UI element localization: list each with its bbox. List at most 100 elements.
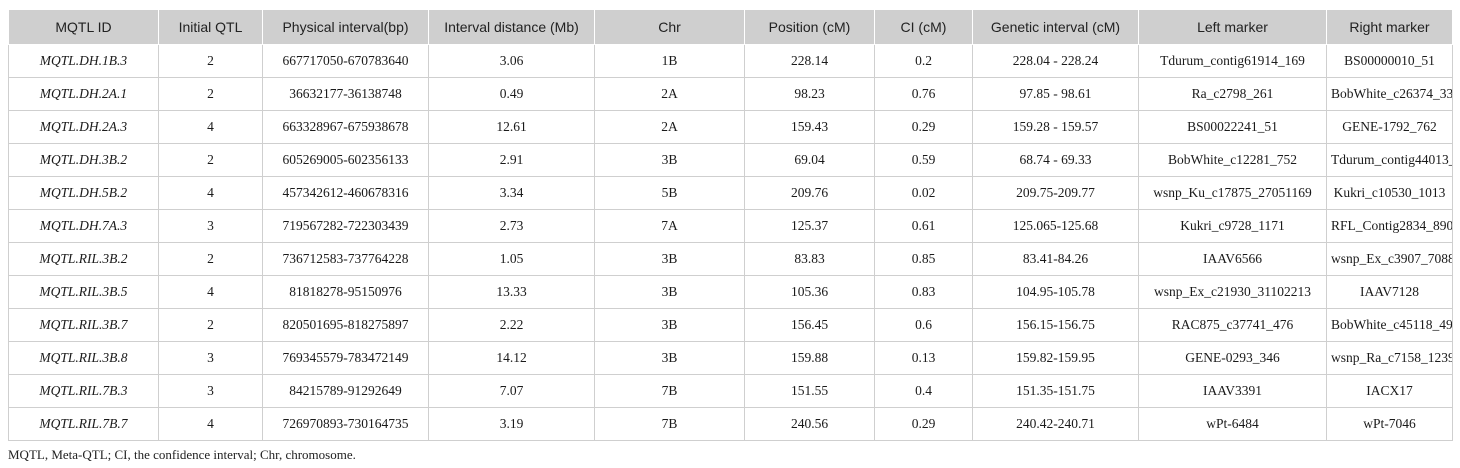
table-cell: 98.23 [744,77,875,111]
table-row: MQTL.DH.7A.3 3 719567282-722303439 2.73 7A 12… [8,209,1453,243]
mqtl-id-cell: MQTL.DH.7A.3 [8,209,159,243]
table-cell: 159.28 - 159.57 [972,110,1139,144]
table-row: MQTL.RIL.7B.7 4 726970893-730164735 3.19 7B 2… [8,407,1453,441]
table-cell: 209.75-209.77 [972,176,1139,210]
table-cell: 0.49 [428,77,595,111]
table-cell: 13.33 [428,275,595,309]
table-cell: 2 [158,308,263,342]
mqtl-id-cell: MQTL.RIL.3B.7 [8,308,159,342]
table-cell: BobWhite_c45118_495 [1326,308,1453,342]
table-cell: 3.06 [428,44,595,78]
column-header: Interval distance (Mb) [428,9,595,45]
table-cell: 105.36 [744,275,875,309]
table-cell: 2 [158,143,263,177]
table-cell: 1.05 [428,242,595,276]
table-cell: 159.88 [744,341,875,375]
table-cell: 125.065-125.68 [972,209,1139,243]
mqtl-id-cell: MQTL.RIL.3B.5 [8,275,159,309]
table-cell: 3B [594,341,745,375]
table-cell: 1B [594,44,745,78]
column-header: Position (cM) [744,9,875,45]
table-cell: 3.19 [428,407,595,441]
table-cell: 0.4 [874,374,973,408]
table-cell: 83.41-84.26 [972,242,1139,276]
table-cell: BobWhite_c26374_339 [1326,77,1453,111]
table-row: MQTL.RIL.3B.8 3 769345579-783472149 14.12 3B… [8,341,1453,375]
table-cell: 156.15-156.75 [972,308,1139,342]
table-cell: 3B [594,242,745,276]
table-cell: 0.6 [874,308,973,342]
table-header: MQTL ID Initial QTL Physical interval(bp) I… [8,9,1453,45]
mqtl-id-cell: MQTL.DH.2A.1 [8,77,159,111]
table-cell: IAAV7128 [1326,275,1453,309]
table-cell: 663328967-675938678 [262,110,429,144]
table-cell: 4 [158,407,263,441]
table-cell: 0.83 [874,275,973,309]
table-cell: 2A [594,77,745,111]
column-header: Genetic interval (cM) [972,9,1139,45]
table-row: MQTL.DH.5B.2 4 457342612-460678316 3.34 5B 20… [8,176,1453,210]
table-cell: BobWhite_c12281_752 [1138,143,1327,177]
table-cell: 769345579-783472149 [262,341,429,375]
table-row: MQTL.DH.2A.3 4 663328967-675938678 12.61 2A 1… [8,110,1453,144]
table-cell: Tdurum_contig61914_169 [1138,44,1327,78]
table-cell: 228.14 [744,44,875,78]
table-row: MQTL.RIL.3B.7 2 820501695-818275897 2.22 3B 1… [8,308,1453,342]
table-cell: Kukri_c10530_1013 [1326,176,1453,210]
table-cell: 2.91 [428,143,595,177]
table-cell: RFL_Contig2834_890 [1326,209,1453,243]
table-cell: 2.73 [428,209,595,243]
table-cell: wPt-7046 [1326,407,1453,441]
table-cell: 125.37 [744,209,875,243]
table-cell: 3 [158,374,263,408]
table-cell: wsnp_Ex_c21930_31102213 [1138,275,1327,309]
table-row: MQTL.RIL.3B.2 2 736712583-737764228 1.05 3B 8… [8,242,1453,276]
mqtl-id-cell: MQTL.DH.5B.2 [8,176,159,210]
table-cell: 667717050-670783640 [262,44,429,78]
table-cell: wsnp_Ra_c7158_12394405 [1326,341,1453,375]
mqtl-id-cell: MQTL.DH.1B.3 [8,44,159,78]
table-row: MQTL.DH.1B.3 2 667717050-670783640 3.06 1B 22… [8,44,1453,78]
table-cell: 2.22 [428,308,595,342]
header-row: MQTL ID Initial QTL Physical interval(bp) I… [8,9,1453,45]
table-cell: IAAV6566 [1138,242,1327,276]
table-cell: 4 [158,176,263,210]
mqtl-id-cell: MQTL.RIL.3B.8 [8,341,159,375]
table-cell: 4 [158,110,263,144]
table-cell: 0.61 [874,209,973,243]
table-cell: 36632177-36138748 [262,77,429,111]
table-cell: 0.76 [874,77,973,111]
table-cell: 240.56 [744,407,875,441]
table-body: MQTL.DH.1B.3 2 667717050-670783640 3.06 1B 22… [8,44,1453,441]
table-cell: 0.29 [874,110,973,144]
table-cell: 0.13 [874,341,973,375]
mqtl-id-cell: MQTL.RIL.7B.7 [8,407,159,441]
mqtl-id-cell: MQTL.DH.3B.2 [8,143,159,177]
table-cell: 726970893-730164735 [262,407,429,441]
table-cell: 4 [158,275,263,309]
table-cell: 3B [594,308,745,342]
table-cell: 151.35-151.75 [972,374,1139,408]
table-row: MQTL.DH.3B.2 2 605269005-602356133 2.91 3B 69… [8,143,1453,177]
table-cell: 605269005-602356133 [262,143,429,177]
table-cell: 83.83 [744,242,875,276]
mqtl-id-cell: MQTL.RIL.3B.2 [8,242,159,276]
table-cell: Kukri_c9728_1171 [1138,209,1327,243]
table-cell: 719567282-722303439 [262,209,429,243]
table-cell: 68.74 - 69.33 [972,143,1139,177]
table-cell: 0.59 [874,143,973,177]
column-header: CI (cM) [874,9,973,45]
table-cell: wsnp_Ex_c3907_7088011 [1326,242,1453,276]
table-cell: 0.29 [874,407,973,441]
table-cell: RAC875_c37741_476 [1138,308,1327,342]
table-cell: 820501695-818275897 [262,308,429,342]
table-cell: 159.43 [744,110,875,144]
table-cell: 7A [594,209,745,243]
table-cell: 3B [594,143,745,177]
table-row: MQTL.DH.2A.1 2 36632177-36138748 0.49 2A 98.2… [8,77,1453,111]
table-cell: 81818278-95150976 [262,275,429,309]
column-header: Physical interval(bp) [262,9,429,45]
table-cell: wPt-6484 [1138,407,1327,441]
table-cell: 69.04 [744,143,875,177]
table-cell: Ra_c2798_261 [1138,77,1327,111]
